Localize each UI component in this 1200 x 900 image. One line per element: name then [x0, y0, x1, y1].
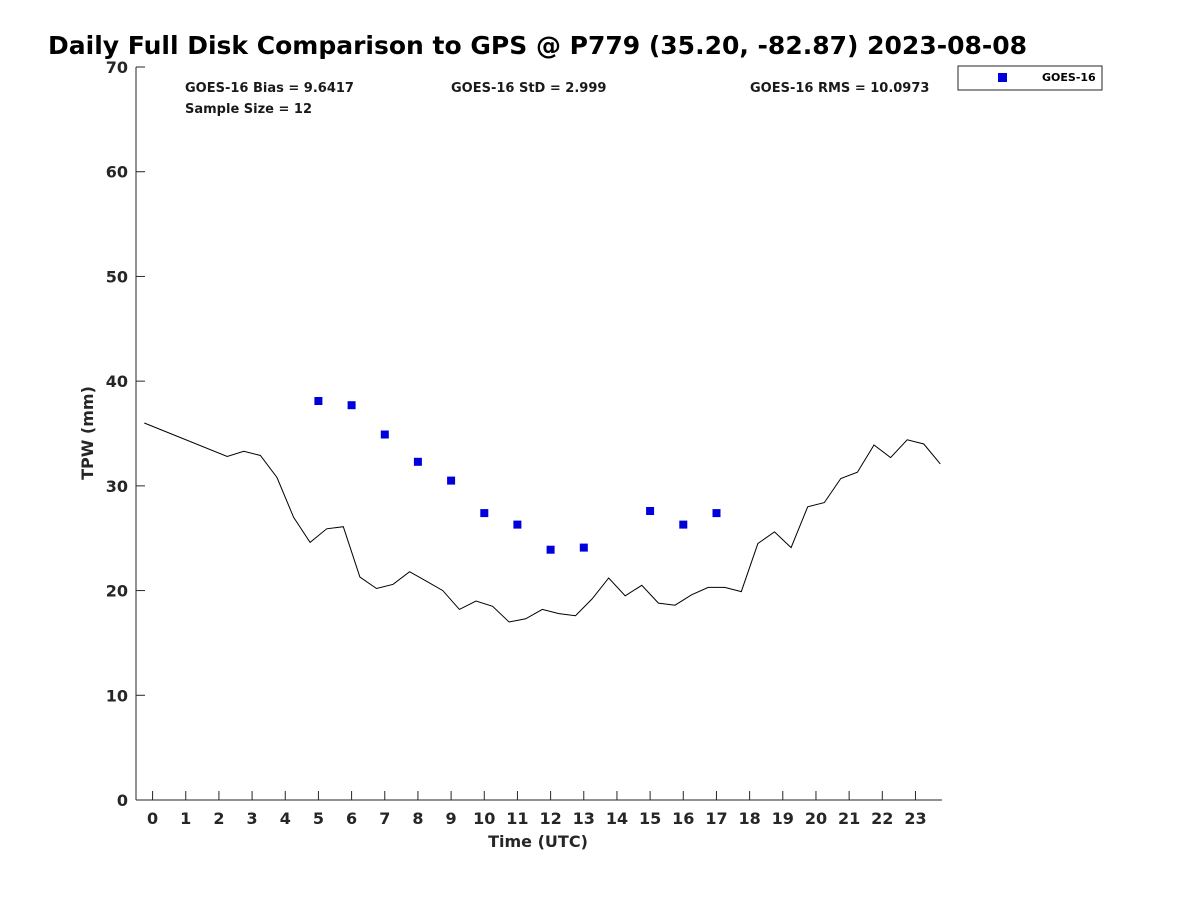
- x-tick-label: 0: [147, 809, 158, 828]
- plot-area: [144, 397, 941, 623]
- goes16-point: [380, 430, 389, 439]
- x-tick-label: 14: [606, 809, 628, 828]
- stat-rms: GOES-16 RMS = 10.0973: [750, 81, 929, 96]
- x-tick-label: 22: [871, 809, 893, 828]
- x-tick-label: 15: [639, 809, 661, 828]
- x-tick-label: 21: [838, 809, 860, 828]
- chart-title: Daily Full Disk Comparison to GPS @ P779…: [48, 31, 1027, 60]
- x-tick-label: 10: [473, 809, 495, 828]
- x-tick-label: 9: [446, 809, 457, 828]
- goes16-point: [447, 476, 456, 485]
- x-tick-label: 20: [805, 809, 827, 828]
- y-axis-label: TPW (mm): [78, 386, 97, 480]
- x-tick-label: 1: [180, 809, 191, 828]
- y-tick-label: 0: [117, 791, 128, 810]
- x-tick-label: 18: [738, 809, 760, 828]
- goes16-point: [314, 397, 323, 405]
- y-tick-label: 30: [106, 477, 128, 496]
- goes16-point: [579, 543, 588, 552]
- legend: GOES-16: [957, 65, 1103, 91]
- goes16-point: [513, 520, 522, 529]
- x-tick-label: 2: [213, 809, 224, 828]
- legend-marker-goes16: [998, 73, 1007, 82]
- y-tick-label: 60: [106, 163, 128, 182]
- legend-box: [957, 65, 1103, 91]
- x-tick-label: 19: [772, 809, 794, 828]
- y-tick-label: 70: [106, 58, 128, 77]
- x-tick-label: 4: [280, 809, 291, 828]
- y-tick-label: 50: [106, 267, 128, 286]
- goes16-point: [347, 401, 356, 410]
- stat-bias: GOES-16 Bias = 9.6417: [185, 81, 354, 96]
- x-tick-label: 23: [904, 809, 926, 828]
- y-tick-label: 40: [106, 372, 128, 391]
- stat-std: GOES-16 StD = 2.999: [451, 81, 606, 96]
- goes16-point: [679, 520, 688, 529]
- x-ticks: 0 1 2 3 4 5 6 7 8 9 10 11 12 13 14 15 16 17 18 19 20 21 22 23: [147, 791, 927, 828]
- x-tick-label: 6: [346, 809, 357, 828]
- x-tick-label: 12: [539, 809, 561, 828]
- x-axis-label: Time (UTC): [488, 832, 588, 851]
- gps-series-line: [144, 422, 941, 623]
- x-tick-label: 13: [573, 809, 595, 828]
- y-tick-label: 20: [106, 582, 128, 601]
- legend-label-goes16: GOES-16: [1042, 71, 1096, 84]
- stat-sample-size: Sample Size = 12: [185, 102, 312, 117]
- x-tick-label: 7: [379, 809, 390, 828]
- y-ticks: 0 10 20 30 40 50 60 70: [106, 58, 145, 810]
- x-tick-label: 16: [672, 809, 694, 828]
- axes: [135, 67, 942, 801]
- goes16-point: [480, 509, 489, 518]
- x-tick-label: 3: [247, 809, 258, 828]
- goes16-point: [646, 507, 655, 515]
- y-tick-label: 10: [106, 686, 128, 705]
- x-tick-label: 17: [705, 809, 727, 828]
- goes16-point: [546, 545, 555, 554]
- x-tick-label: 5: [313, 809, 324, 828]
- x-tick-label: 11: [506, 809, 528, 828]
- goes16-point: [712, 509, 721, 518]
- x-tick-label: 8: [412, 809, 423, 828]
- goes16-point: [413, 457, 422, 466]
